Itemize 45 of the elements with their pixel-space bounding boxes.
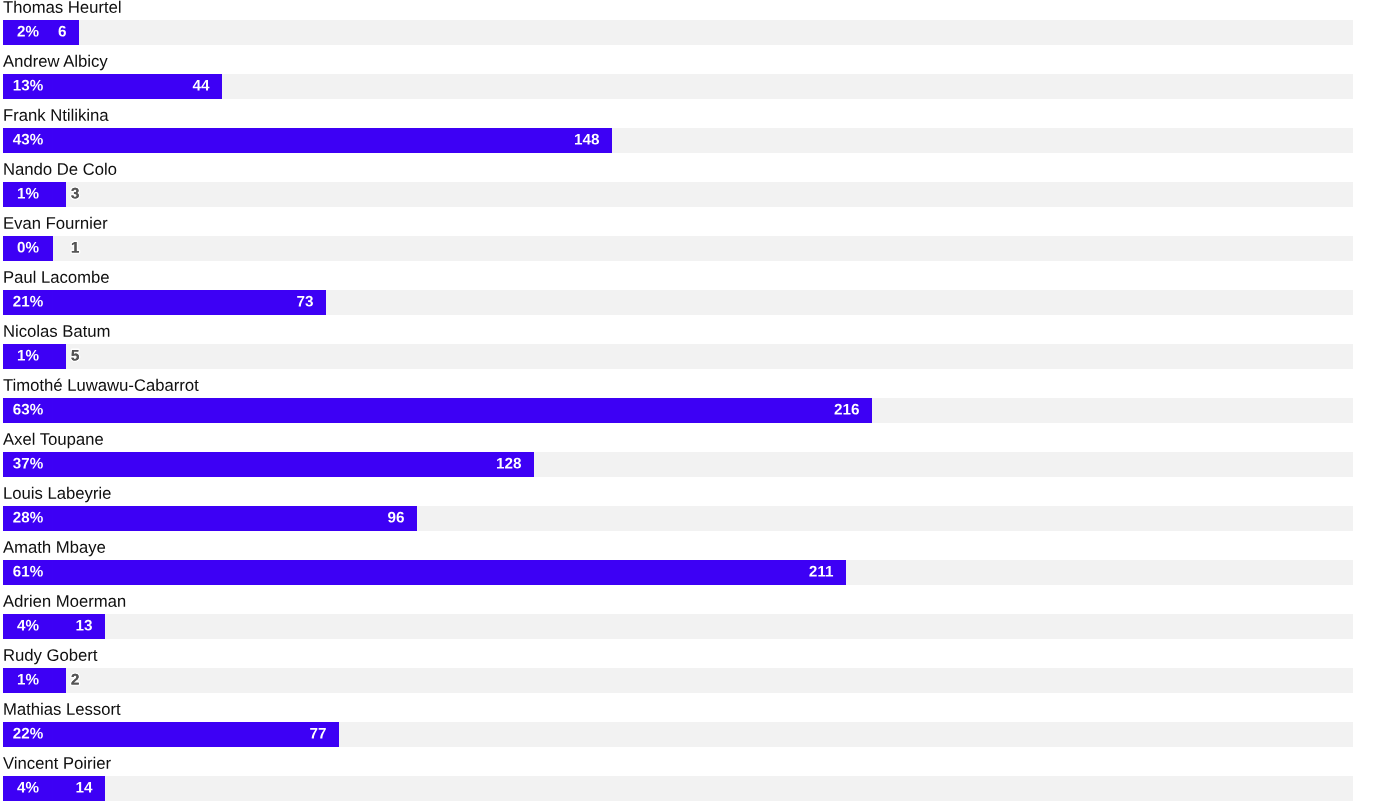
annotation: 44: [192, 79, 210, 91]
data-label: 1%: [17, 673, 39, 685]
y-tick-label: Nicolas Batum: [4, 324, 110, 337]
data-label: 1%: [17, 187, 39, 199]
y-tick-label: Thomas Heurtel: [3, 0, 121, 13]
annotation: 1: [71, 241, 79, 253]
annotation: 73: [297, 295, 313, 307]
data-label: 13%: [13, 79, 43, 91]
annotation: 96: [388, 511, 404, 523]
annotation: 77: [310, 727, 326, 739]
y-tick-label: Rudy Gobert: [4, 648, 98, 665]
y-tick-label: Paul Lacombe: [4, 270, 109, 283]
y-tick-label: Andrew Albicy: [3, 54, 108, 71]
data-label: 43%: [12, 133, 43, 145]
y-tick-label: Timothé Luwawu-Cabarrot: [3, 378, 199, 391]
annotation: 3: [71, 187, 79, 199]
data-label: 63%: [13, 403, 43, 415]
data-label: 61%: [13, 565, 43, 577]
annotation: 211: [809, 565, 834, 577]
data-label: 37%: [13, 457, 43, 469]
annotation: 2: [71, 673, 79, 685]
annotation: 13: [76, 619, 92, 631]
y-tick-label: Nando De Colo: [4, 162, 117, 175]
data-label: 28%: [13, 511, 43, 523]
y-tick-label: Frank Ntilikina: [4, 108, 109, 121]
y-tick-label: Evan Fournier: [4, 216, 108, 229]
data-label: 4%: [17, 619, 39, 631]
data-label: 1%: [17, 349, 39, 361]
data-label: 0%: [17, 241, 39, 253]
annotation: 148: [574, 133, 600, 145]
data-label: 2%: [17, 25, 39, 37]
annotation: 14: [76, 781, 93, 793]
annotation: 128: [496, 457, 522, 469]
y-tick-label: Vincent Poirier: [3, 756, 111, 769]
y-tick-label: Adrien Moerman: [3, 594, 126, 607]
annotation: 6: [58, 25, 66, 37]
annotation: 216: [834, 403, 859, 415]
y-tick-label: Amath Mbaye: [3, 540, 106, 557]
annotation: 5: [71, 349, 79, 361]
y-tick-label: Axel Toupane: [3, 432, 103, 449]
data-label: 22%: [13, 727, 43, 739]
data-label: 4%: [17, 781, 39, 793]
y-tick-label: Mathias Lessort: [4, 702, 121, 715]
data-label: 21%: [13, 295, 43, 307]
y-tick-label: Louis Labeyrie: [4, 486, 111, 503]
